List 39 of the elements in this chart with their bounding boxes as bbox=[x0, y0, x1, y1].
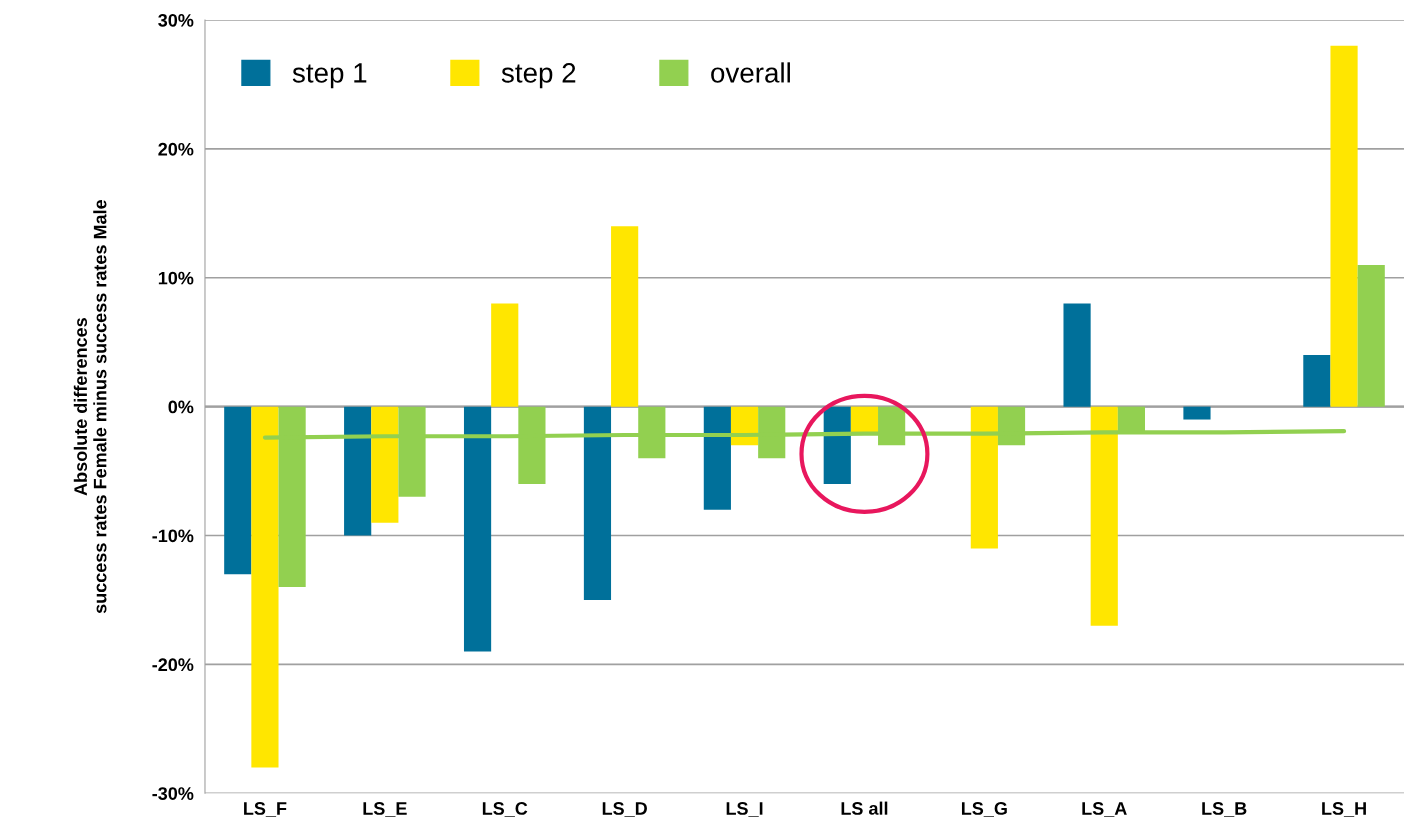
x-tick-label: LS_F bbox=[244, 802, 287, 817]
y-axis-title: Absolute differences success rates Female minus success rates Male bbox=[73, 199, 107, 614]
bar bbox=[1357, 264, 1385, 407]
bar bbox=[703, 406, 731, 510]
bar bbox=[463, 406, 492, 652]
bar bbox=[491, 303, 519, 407]
y-tick-label: -10% bbox=[152, 529, 194, 543]
bar bbox=[583, 406, 612, 600]
x-tick-label: LS_G bbox=[961, 802, 1007, 817]
y-tick-label: -20% bbox=[152, 658, 194, 672]
y-tick-label: 30% bbox=[158, 13, 194, 27]
bar bbox=[1183, 406, 1211, 420]
legend-label: step 1 bbox=[292, 63, 367, 89]
x-tick-label: LS_A bbox=[1082, 802, 1127, 817]
y-tick-label: 10% bbox=[158, 271, 194, 285]
bar bbox=[1303, 355, 1331, 407]
x-tick-label: LS all bbox=[841, 801, 888, 815]
x-tick-label: LS_C bbox=[482, 802, 528, 817]
y-tick-label: -30% bbox=[152, 787, 194, 800]
x-tick-label: LS_H bbox=[1322, 802, 1366, 817]
bar bbox=[1063, 303, 1091, 407]
x-tick-label: LS_I bbox=[726, 802, 763, 817]
legend-label: step 2 bbox=[501, 63, 576, 89]
y-tick-label: 20% bbox=[158, 142, 194, 156]
bar bbox=[611, 226, 639, 407]
bar bbox=[823, 406, 851, 484]
x-tick-label: LS_E bbox=[363, 802, 407, 817]
bar bbox=[1330, 45, 1358, 407]
bar bbox=[371, 406, 399, 523]
bar bbox=[344, 406, 372, 536]
x-tick-label: LS_B bbox=[1202, 802, 1247, 817]
legend-label: overall bbox=[711, 62, 790, 83]
bar bbox=[1090, 406, 1118, 626]
y-tick-label: 0% bbox=[168, 400, 194, 414]
bar bbox=[970, 406, 998, 549]
bar bbox=[850, 406, 879, 433]
bar bbox=[251, 406, 279, 768]
bar bbox=[224, 406, 252, 575]
x-tick-label: LS_D bbox=[602, 802, 647, 817]
